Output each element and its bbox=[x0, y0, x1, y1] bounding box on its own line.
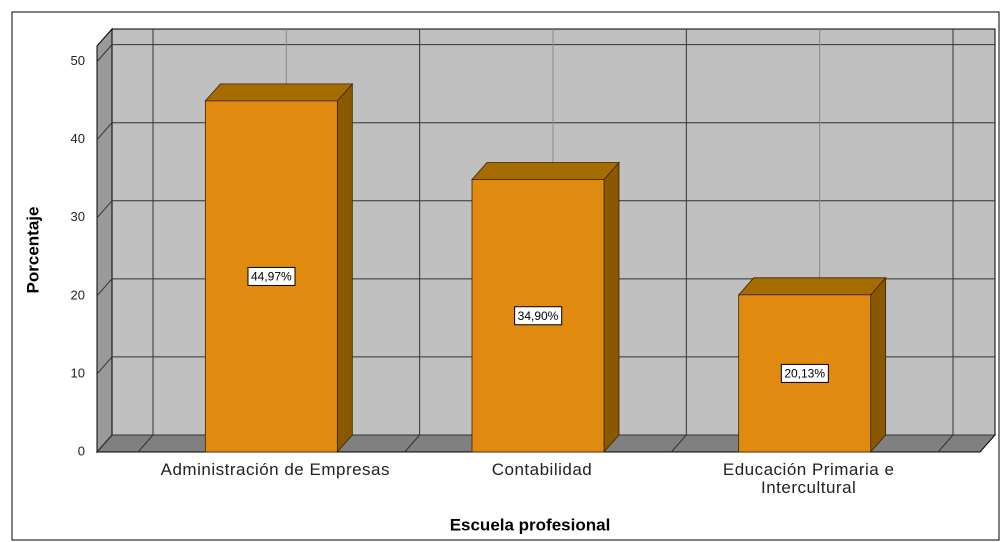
x-tick-label: Educación Primaria e Intercultural bbox=[722, 460, 895, 497]
bar-side bbox=[870, 276, 887, 454]
value-label: 20,13% bbox=[784, 367, 825, 381]
bar-top bbox=[471, 162, 620, 180]
bar-side bbox=[603, 161, 620, 454]
y-tick-label: 50 bbox=[71, 53, 85, 68]
bar-side bbox=[336, 82, 353, 454]
y-tick-label: 0 bbox=[78, 443, 85, 458]
value-label: 44,97% bbox=[251, 270, 292, 284]
category-divider bbox=[137, 434, 154, 453]
y-tick-label: 10 bbox=[71, 365, 85, 380]
category-divider bbox=[670, 434, 687, 453]
grid-line bbox=[96, 356, 113, 375]
bar-top bbox=[204, 83, 354, 102]
value-label-box bbox=[247, 266, 296, 286]
y-tick-label: 20 bbox=[71, 287, 85, 302]
x-tick-label: Administración de Empresas bbox=[160, 460, 391, 479]
x-axis-title: Escuela profesional bbox=[450, 515, 611, 534]
grid-line bbox=[96, 44, 113, 62]
side-wall bbox=[96, 27, 113, 454]
grid-line bbox=[96, 278, 113, 297]
category-divider bbox=[937, 434, 954, 453]
bar-top bbox=[737, 277, 887, 296]
x-tick-label: Contabilidad bbox=[491, 460, 593, 479]
value-label-box bbox=[780, 363, 829, 383]
grid-line bbox=[96, 434, 113, 453]
y-axis-title: Porcentaje bbox=[23, 207, 42, 294]
value-label: 34,90% bbox=[518, 309, 559, 323]
y-tick-label: 40 bbox=[71, 131, 85, 146]
y-tick-label: 30 bbox=[71, 209, 85, 224]
value-label-box bbox=[514, 306, 563, 326]
grid-line bbox=[96, 200, 113, 219]
category-divider bbox=[404, 434, 421, 453]
grid-line bbox=[96, 122, 113, 141]
